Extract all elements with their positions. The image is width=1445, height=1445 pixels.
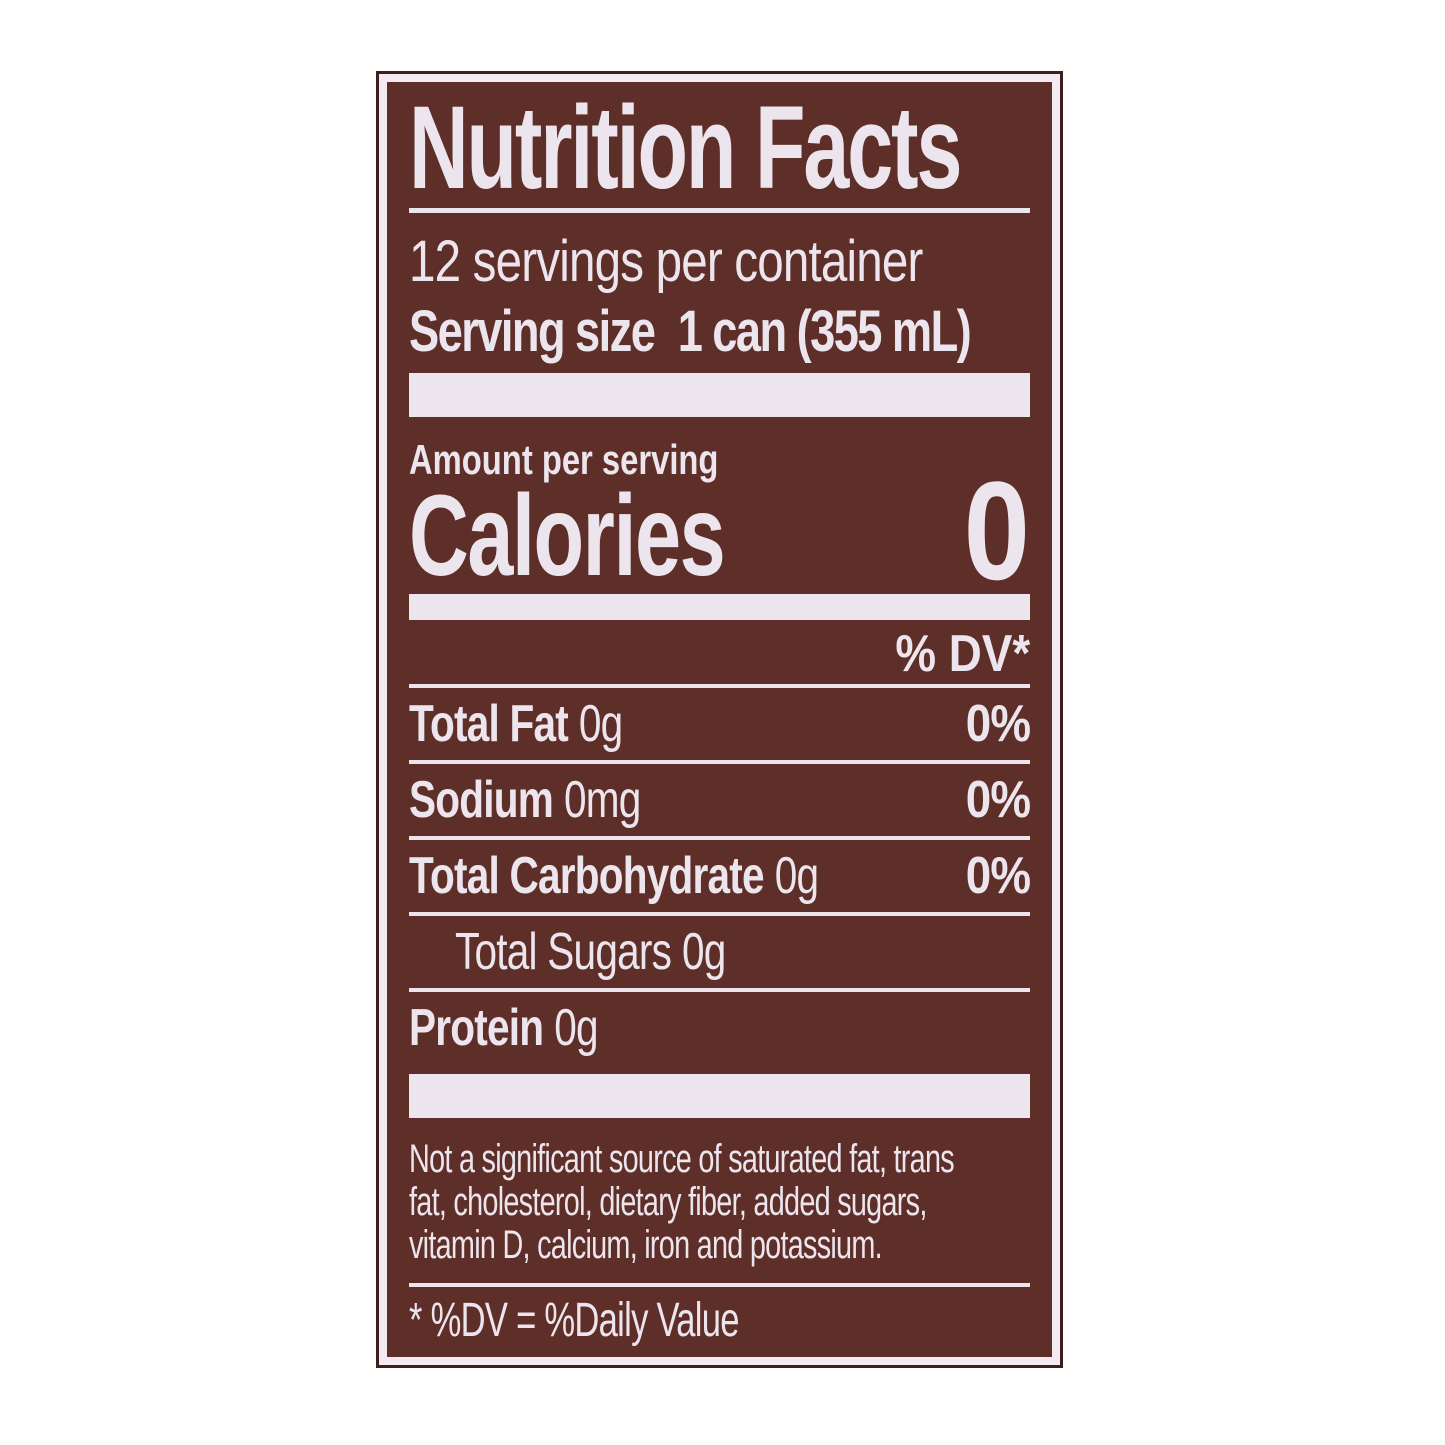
nutrient-dv: 0% <box>965 846 1031 905</box>
nutrient-amount: 0g <box>682 922 726 981</box>
dv-header-divider <box>409 683 1030 688</box>
footnote-line: fat, cholesterol, dietary fiber, added s… <box>409 1180 927 1225</box>
serving-size-label: Serving size <box>409 299 656 365</box>
nutrient-amount: 0mg <box>563 770 641 829</box>
protein-separator-bar <box>409 1073 1030 1118</box>
row-divider <box>409 911 1030 916</box>
calories-value: 0 <box>963 452 1030 610</box>
serving-size-value: 1 can (355 mL) <box>677 299 972 365</box>
footnote: Not a significant source of saturated fa… <box>409 1136 1030 1268</box>
serving-separator-bar <box>409 373 1030 418</box>
nutrient-amount: 0g <box>774 846 819 905</box>
servings-per-container: 12 servings per container <box>409 229 923 295</box>
nutrient-row-protein: Protein 0g <box>409 992 1030 1064</box>
nutrition-label-panel: Nutrition Facts 12 servings per containe… <box>387 82 1052 1357</box>
calories-label: Calories <box>409 471 726 600</box>
nutrient-name: Protein <box>409 998 544 1057</box>
calories-separator-bar <box>409 593 1030 620</box>
serving-size-row: Serving size 1 can (355 mL) <box>409 303 1030 361</box>
nutrition-label: Nutrition Facts 12 servings per containe… <box>376 71 1063 1368</box>
row-divider <box>409 987 1030 992</box>
nutrient-name: Total Carbohydrate <box>409 846 765 905</box>
nutrient-row-total-fat: Total Fat 0g 0% <box>409 688 1031 760</box>
nutrient-row-total-carbohydrate: Total Carbohydrate 0g 0% <box>409 840 1031 912</box>
nutrient-name: Total Fat <box>409 694 569 753</box>
title-divider <box>409 208 1030 214</box>
row-divider <box>409 759 1030 764</box>
label-title-text: Nutrition Facts <box>409 82 962 214</box>
amount-per-serving-label: Amount per serving <box>409 436 719 484</box>
label-title: Nutrition Facts <box>409 82 1030 214</box>
nutrient-row-total-sugars: Total Sugars 0g <box>409 916 1030 988</box>
nutrient-dv: 0% <box>965 694 1031 753</box>
nutrient-row-sodium: Sodium 0mg 0% <box>409 764 1031 836</box>
nutrient-name: Sodium <box>409 770 554 829</box>
nutrient-dv: 0% <box>965 770 1031 829</box>
dv-definition: * %DV = %Daily Value <box>409 1294 739 1348</box>
nutrient-amount: 0g <box>578 694 623 753</box>
footnote-line: Not a significant source of saturated fa… <box>409 1136 955 1181</box>
row-divider <box>409 835 1030 840</box>
calories-row: Calories 0 <box>409 452 1030 610</box>
nutrient-amount: 0g <box>554 998 598 1057</box>
daily-value-header: % DV* <box>895 624 1030 683</box>
nutrient-name: Total Sugars <box>455 922 672 981</box>
footnote-divider <box>409 1283 1030 1288</box>
footnote-line: vitamin D, calcium, iron and potassium. <box>409 1223 883 1268</box>
